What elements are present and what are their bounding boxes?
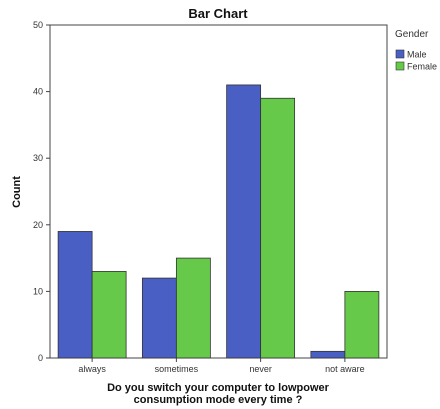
legend-swatch-female [395,61,405,71]
bar-male-always [57,231,93,359]
x-tick-label: not aware [325,364,365,374]
chart-title: Bar Chart [188,6,248,21]
x-tick-label: never [249,364,272,374]
legend-label-male: Male [407,50,427,60]
y-tick-label: 0 [38,353,43,363]
y-axis: 0 10 20 30 40 50 [33,20,50,363]
y-tick-label: 20 [33,220,43,230]
x-tick-label: sometimes [155,364,199,374]
y-axis-title: Count [11,176,23,208]
bar-male-sometimes [141,277,177,359]
y-tick-label: 30 [33,153,43,163]
legend-swatch-male [395,49,405,59]
bar-male-never [226,84,262,359]
x-axis: always sometimes never not aware [78,358,365,374]
bars-group [57,84,380,359]
y-tick-label: 40 [33,87,43,97]
x-axis-title-line-1: Do you switch your computer to lowpower [107,382,330,394]
bar-female-always [91,271,127,359]
legend-label-female: Female [407,62,437,72]
y-tick-label: 50 [33,20,43,30]
y-tick-label: 10 [33,286,43,296]
legend-title: Gender [395,29,429,40]
bar-female-never [260,97,296,359]
bar-female-sometimes [175,257,211,359]
x-tick-label: always [78,364,106,374]
legend: Gender Male Female [395,29,437,72]
x-axis-title-line-2: consumption mode every time ? [134,394,303,406]
bar-male-not-aware [310,350,346,359]
bar-female-not-aware [344,290,380,359]
